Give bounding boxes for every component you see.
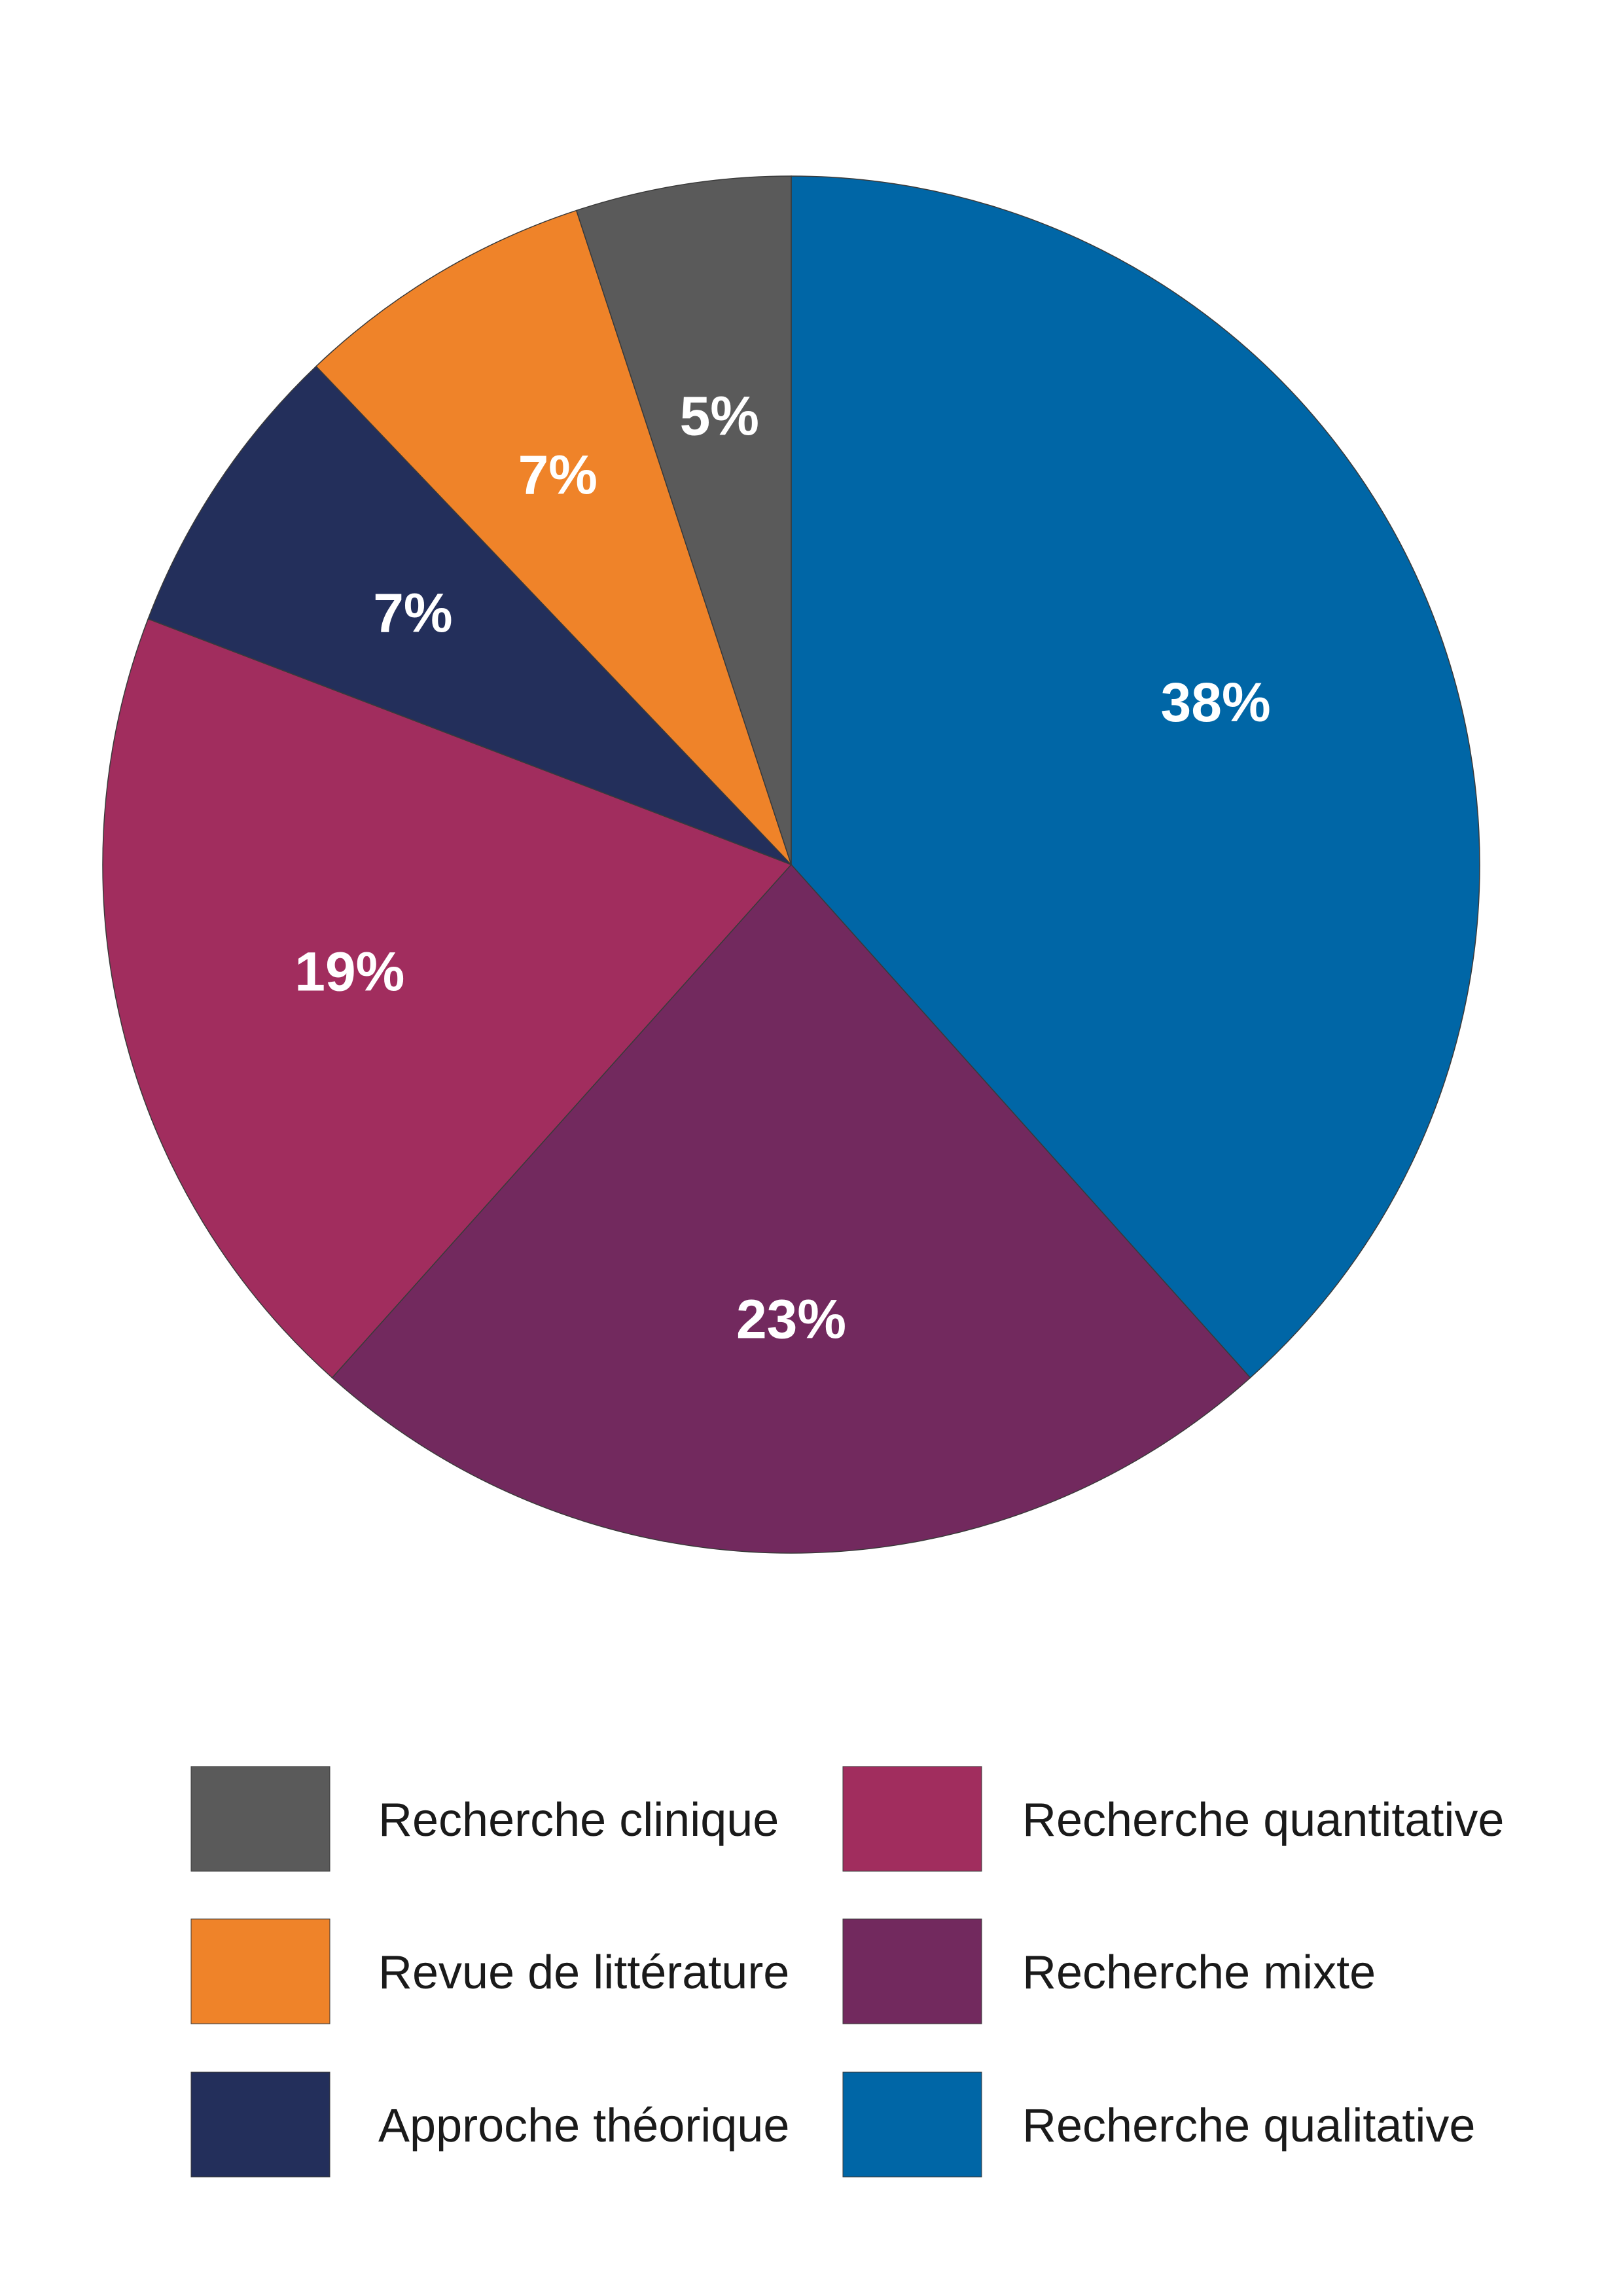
legend-item-recherche-quantitative: Recherche quantitative bbox=[842, 1766, 1504, 1872]
legend-swatch-approche-theorique bbox=[190, 2072, 330, 2178]
slice-label-recherche-qualitative: 38% bbox=[1161, 672, 1271, 733]
legend-item-revue-de-litterature: Revue de littérature bbox=[190, 1918, 789, 2024]
legend-swatch-recherche-qualitative bbox=[842, 2072, 982, 2178]
legend-item-recherche-qualitative: Recherche qualitative bbox=[842, 2072, 1475, 2178]
legend-label-approche-theorique: Approche théorique bbox=[378, 2100, 789, 2152]
slice-label-revue-de-litterature: 7% bbox=[518, 444, 597, 505]
slice-label-recherche-quantitative: 19% bbox=[294, 941, 404, 1003]
legend-label-recherche-quantitative: Recherche quantitative bbox=[1022, 1794, 1504, 1846]
legend-label-recherche-qualitative: Recherche qualitative bbox=[1022, 2100, 1475, 2152]
slice-label-approche-theorique: 7% bbox=[373, 582, 452, 643]
legend-swatch-recherche-mixte bbox=[842, 1918, 982, 2024]
pie-slices bbox=[102, 175, 1480, 1554]
legend-swatch-revue-de-litterature bbox=[190, 1918, 330, 2024]
pie-slice-recherche-quantitative bbox=[102, 618, 793, 1379]
legend-item-approche-theorique: Approche théorique bbox=[190, 2072, 789, 2178]
pie-slice-labels: 38% 23% 19% 7% 7% 5% bbox=[294, 385, 1270, 1350]
pie-slice-recherche-clinique bbox=[575, 175, 792, 865]
legend-item-recherche-mixte: Recherche mixte bbox=[842, 1918, 1376, 2024]
legend-swatch-recherche-quantitative bbox=[842, 1766, 982, 1872]
legend-swatch-recherche-clinique bbox=[190, 1766, 330, 1872]
pie-slice-approche-theorique bbox=[147, 365, 792, 865]
legend-label-recherche-clinique: Recherche clinique bbox=[378, 1794, 779, 1846]
pie-slice-recherche-qualitative bbox=[791, 175, 1480, 1379]
legend: Recherche clinique Revue de littérature Ap… bbox=[190, 1766, 1504, 2178]
slice-label-recherche-mixte: 23% bbox=[736, 1288, 846, 1350]
legend-label-recherche-mixte: Recherche mixte bbox=[1022, 1946, 1376, 1999]
legend-label-revue-de-litterature: Revue de littérature bbox=[378, 1946, 789, 1999]
pie-slice-revue-de-litterature bbox=[315, 209, 792, 865]
pie-slice-recherche-mixte bbox=[331, 863, 1251, 1554]
legend-item-recherche-clinique: Recherche clinique bbox=[190, 1766, 779, 1872]
slice-label-recherche-clinique: 5% bbox=[680, 385, 759, 446]
